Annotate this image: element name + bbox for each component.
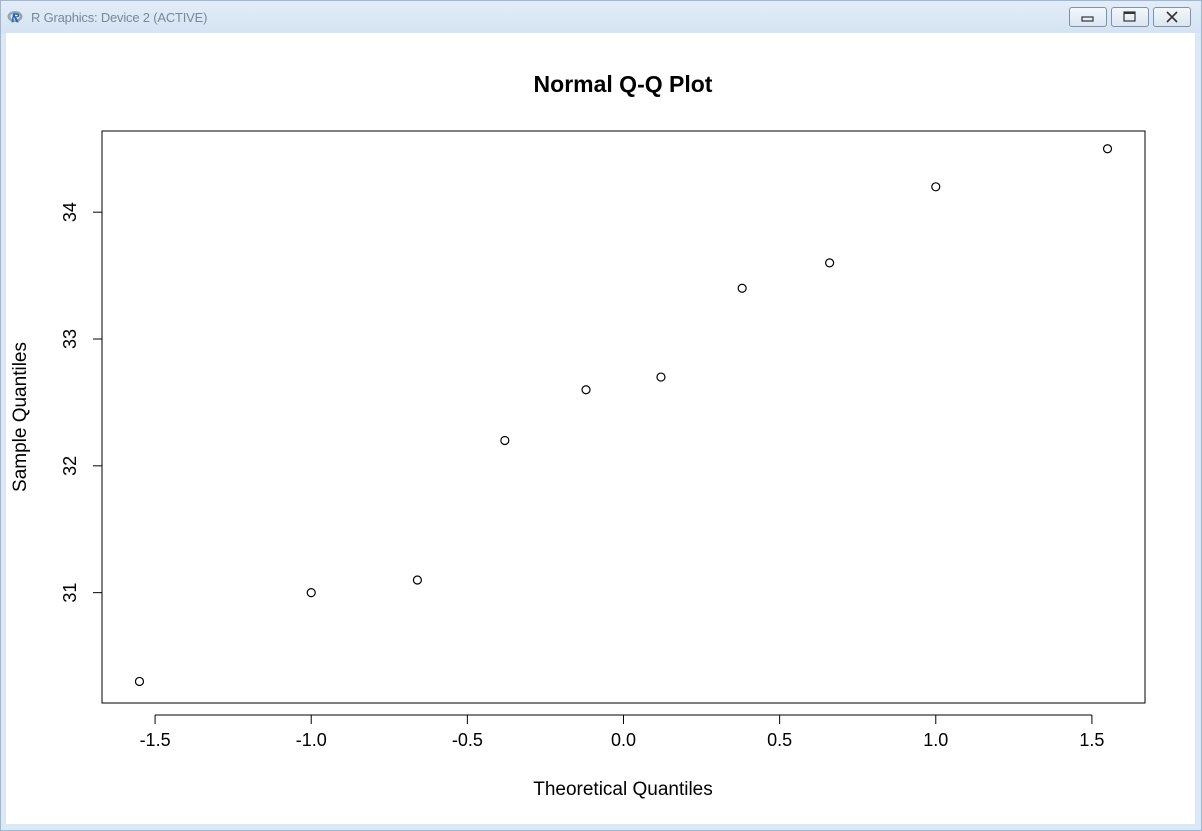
data-points [134,144,1113,687]
y-tick-label: 33 [60,329,80,349]
r-logo-icon [7,11,23,23]
minimize-icon [1081,16,1094,22]
data-point [500,435,510,446]
data-point [306,588,316,598]
close-button[interactable] [1153,7,1191,27]
plot-area: Normal Q-Q Plot -1.5 -1.0 -0.5 0.0 0.5 1.0 1.5… [6,33,1195,824]
data-point [931,182,941,192]
y-axis-label: Sample Quantiles [10,342,31,492]
window-controls [1065,7,1191,29]
x-tick-label: 0.5 [767,730,792,750]
close-icon [1166,11,1178,23]
y-axis: 31 32 33 34 [60,202,103,603]
data-point [134,676,145,687]
restore-icon [1123,11,1136,22]
plot-frame [101,130,1146,704]
y-tick-label: 32 [60,456,80,476]
y-tick-label: 31 [60,583,80,603]
data-point [581,385,591,395]
x-tick-label: 0.0 [611,730,636,750]
qq-plot: Normal Q-Q Plot -1.5 -1.0 -0.5 0.0 0.5 1.0 1.5… [10,71,1146,800]
data-point [737,283,747,293]
x-axis-label: Theoretical Quantiles [533,779,713,800]
restore-button[interactable] [1111,7,1149,27]
x-tick-label: 1.5 [1079,730,1104,750]
x-tick-label: -0.5 [452,730,483,750]
x-tick-label: 1.0 [923,730,948,750]
data-point [656,372,666,382]
minimize-button[interactable] [1069,7,1107,27]
title-bar[interactable]: R Graphics: Device 2 (ACTIVE) [1,1,1201,33]
y-tick-label: 34 [60,202,80,222]
x-tick-label: -1.0 [296,730,327,750]
chart-title: Normal Q-Q Plot [534,71,713,97]
x-axis: -1.5 -1.0 -0.5 0.0 0.5 1.0 1.5 [140,714,1104,750]
data-point [412,575,422,585]
x-tick-label: -1.5 [140,730,171,750]
window-title: R Graphics: Device 2 (ACTIVE) [31,10,208,25]
data-point [1102,144,1113,154]
data-point [825,258,835,268]
